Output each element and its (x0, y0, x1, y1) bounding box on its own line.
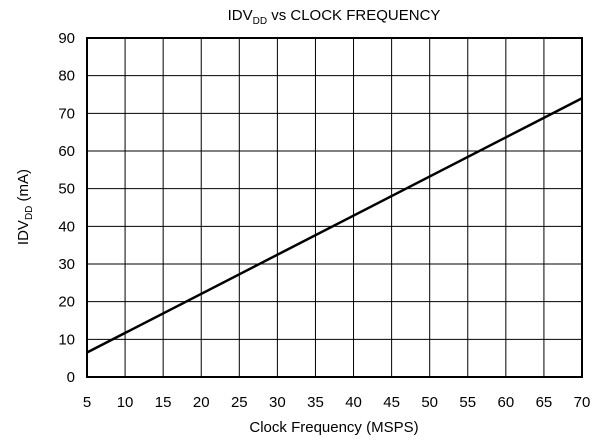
ylabel-rest: (mA) (15, 169, 32, 206)
title-rest: vs CLOCK FREQUENCY (267, 7, 440, 24)
y-tick-label: 70 (58, 105, 75, 122)
x-tick-label: 5 (83, 394, 91, 411)
title-sub: DD (253, 16, 267, 27)
x-tick-label: 55 (459, 394, 476, 411)
title-main: IDV (228, 7, 253, 24)
x-tick-label: 20 (193, 394, 210, 411)
x-axis-label: Clock Frequency (MSPS) (249, 419, 418, 436)
y-tick-label: 10 (58, 331, 75, 348)
plot-frame (86, 37, 583, 378)
x-tick-label: 70 (574, 394, 591, 411)
x-tick-label: 10 (117, 394, 134, 411)
y-tick-label: 30 (58, 256, 75, 273)
ylabel-sub: DD (24, 206, 35, 220)
y-tick-label: 90 (58, 30, 75, 47)
x-tick-label: 65 (536, 394, 553, 411)
y-tick-label: 0 (67, 369, 75, 386)
x-tick-label: 45 (383, 394, 400, 411)
x-tick-label: 25 (231, 394, 248, 411)
chart-title: IDVDD vs CLOCK FREQUENCY (228, 7, 441, 27)
y-tick-label: 20 (58, 294, 75, 311)
x-tick-label: 40 (345, 394, 362, 411)
y-tick-label: 40 (58, 218, 75, 235)
y-axis-label: IDVDD (mA) (15, 169, 35, 245)
x-tick-label: 60 (498, 394, 515, 411)
x-tick-label: 30 (269, 394, 286, 411)
data-line (86, 97, 583, 354)
x-tick-label: 15 (155, 394, 172, 411)
y-tick-label: 80 (58, 68, 75, 85)
y-tick-label: 50 (58, 181, 75, 198)
x-tick-label: 35 (307, 394, 324, 411)
y-tick-label: 60 (58, 143, 75, 160)
ylabel-main: IDV (15, 220, 32, 245)
x-tick-label: 50 (421, 394, 438, 411)
